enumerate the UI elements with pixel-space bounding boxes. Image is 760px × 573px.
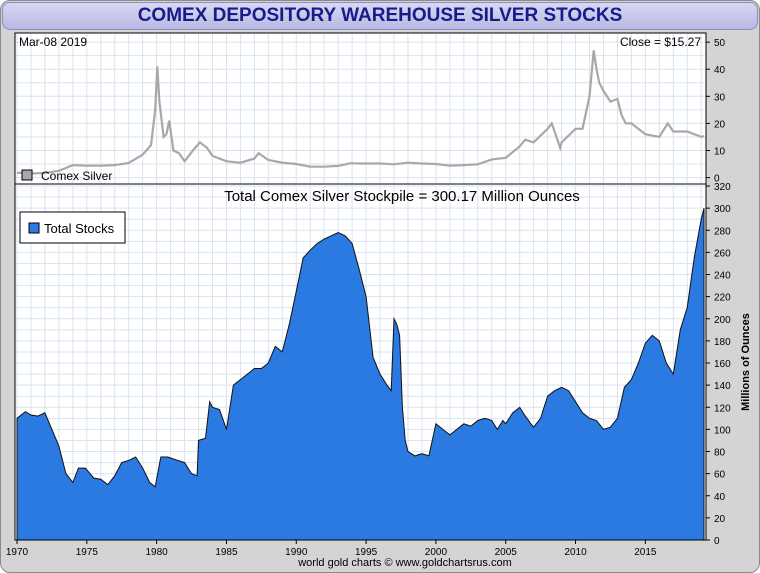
x-tick-label: 1975 [76,547,99,558]
price-legend-swatch [21,169,33,181]
stocks-title: Total Comex Silver Stockpile = 300.17 Mi… [224,188,580,205]
date-label: Mar-08 2019 [19,35,87,49]
stocks-legend-swatch [28,222,40,234]
price-series-line [16,50,705,175]
y-tick-label: 80 [714,448,726,459]
y-tick-label: 0 [714,536,720,547]
stocks-panel-border [14,183,707,541]
y-tick-label: 30 [714,92,726,103]
stocks-y-axis-label: Millions of Ounces [740,313,752,411]
y-tick-label: 300 [714,204,731,215]
y-tick-label: 40 [714,492,726,503]
y-tick-label: 20 [714,119,726,130]
y-tick-label: 240 [714,271,731,282]
x-tick-label: 2010 [564,547,587,558]
x-tick-label: 2000 [425,547,448,558]
y-tick-label: 220 [714,293,731,304]
y-tick-label: 60 [714,470,726,481]
x-tick-label: 1970 [6,547,29,558]
x-tick-label: 1990 [285,547,308,558]
y-tick-label: 320 [714,182,731,193]
x-tick-label: 2005 [495,547,518,558]
y-tick-label: 280 [714,226,731,237]
price-legend-label: Comex Silver [41,169,112,183]
close-label: Close = $15.27 [620,35,701,49]
y-tick-label: 10 [714,146,726,157]
stocks-x-axis: 1970 1975 1980 1985 1990 1995 2000 2005 2010 2015 [6,540,657,558]
footer-credit: world gold charts © www.goldchartsrus.co… [297,557,512,569]
y-tick-label: 40 [714,65,726,76]
y-tick-label: 100 [714,425,731,436]
stocks-area [16,207,705,541]
y-tick-label: 140 [714,381,731,392]
stocks-y-axis: 0 20 40 60 80 100 120 140 160 180 200 220 240 260 280 3… [706,182,731,547]
stocks-legend-label: Total Stocks [44,221,115,236]
y-tick-label: 20 [714,514,726,525]
y-tick-label: 120 [714,403,731,414]
chart-title: COMEX DEPOSITORY WAREHOUSE SILVER STOCKS [2,2,758,30]
price-panel [14,32,707,185]
y-tick-label: 0 [714,174,720,185]
y-tick-label: 160 [714,359,731,370]
price-y-axis: 0 10 20 30 40 50 [706,38,726,185]
x-tick-label: 1985 [215,547,238,558]
y-tick-label: 200 [714,315,731,326]
y-tick-label: 260 [714,248,731,259]
y-tick-label: 180 [714,337,731,348]
x-tick-label: 1980 [146,547,169,558]
x-tick-label: 1995 [355,547,378,558]
y-tick-label: 50 [714,38,726,49]
x-tick-label: 2015 [634,547,657,558]
